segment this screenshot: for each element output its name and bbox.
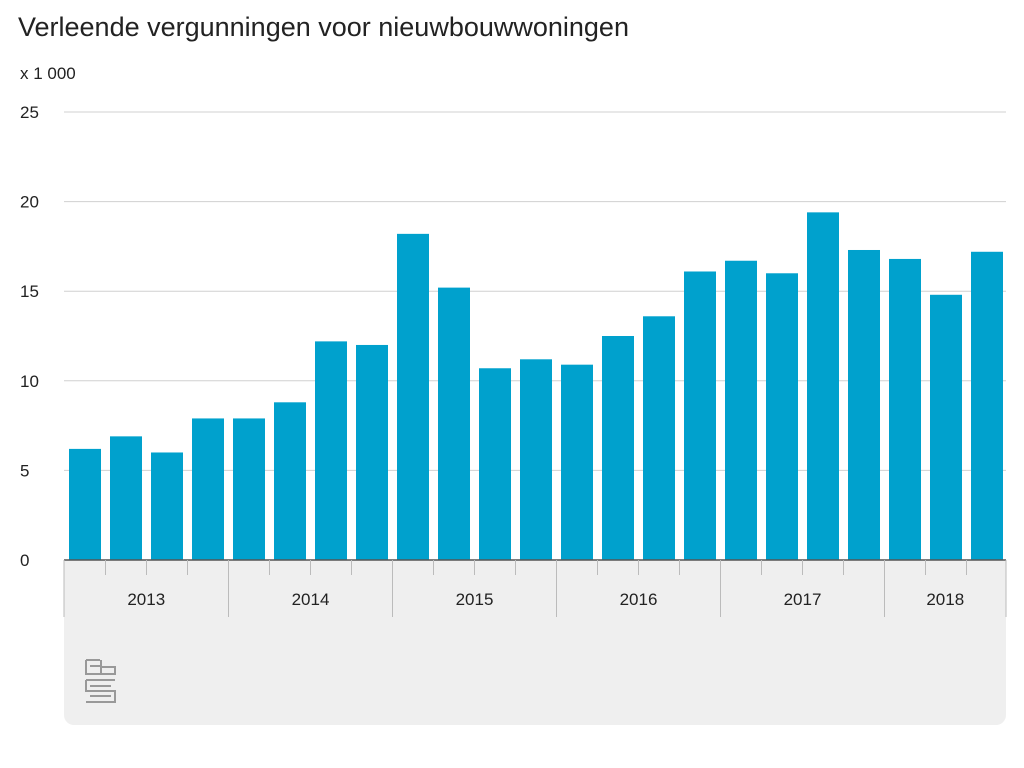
bar: 2016 Q3: 13.6 — [643, 316, 675, 560]
x-tick-label: 2018 — [926, 590, 964, 609]
y-tick-label: 0 — [20, 551, 29, 570]
bar: 2015 Q1: 18.2 — [397, 233, 429, 560]
bar: 2018 Q1: 16.8 — [889, 258, 921, 560]
bar: 2017 Q1: 16.7 — [725, 260, 757, 560]
bar: 2013 Q4: 7.9 — [192, 418, 224, 560]
bar: 2014 Q1: 7.9 — [233, 418, 265, 560]
bar: 2013 Q3: 6 — [151, 452, 183, 560]
x-tick-label: 2013 — [127, 590, 165, 609]
y-tick-label: 20 — [20, 193, 39, 212]
chart-title: Verleende vergunningen voor nieuwbouwwon… — [18, 12, 629, 42]
y-tick-label: 10 — [20, 372, 39, 391]
x-tick-label: 2016 — [620, 590, 658, 609]
bar: 2016 Q1: 10.9 — [561, 364, 593, 560]
y-tick-label: 15 — [20, 282, 39, 301]
bar: 2018 Q2: 14.8 — [930, 294, 962, 560]
bar: 2017 Q4: 17.3 — [848, 249, 880, 560]
bar: 2015 Q2: 15.2 — [438, 287, 470, 560]
bar: 2017 Q3: 19.4 — [807, 212, 839, 561]
cbs-logo-icon: cbs — [85, 659, 116, 703]
bar: 2014 Q3: 12.2 — [315, 341, 347, 560]
x-axis-band — [64, 560, 1006, 725]
x-tick-label: 2015 — [456, 590, 494, 609]
x-tick-label: 2017 — [784, 590, 822, 609]
bar: 2013 Q2: 6.9 — [110, 436, 142, 560]
y-tick-label: 5 — [20, 461, 29, 480]
x-tick-label: 2014 — [292, 590, 330, 609]
bar: 2017 Q2: 16 — [766, 273, 798, 560]
y-tick-label: 25 — [20, 103, 39, 122]
bar: 2016 Q2: 12.5 — [602, 336, 634, 560]
bar: 2015 Q4: 11.2 — [520, 359, 552, 560]
bar: 2014 Q2: 8.8 — [274, 402, 306, 560]
y-axis-unit-label: x 1 000 — [20, 64, 76, 83]
bar: 2018 Q3: 17.2 — [971, 251, 1003, 560]
bar: 2015 Q3: 10.7 — [479, 368, 511, 560]
bar: 2013 Q1: 6.2 — [69, 448, 101, 560]
bar: 2016 Q4: 16.1 — [684, 271, 716, 560]
bar: 2014 Q4: 12 — [356, 344, 388, 560]
